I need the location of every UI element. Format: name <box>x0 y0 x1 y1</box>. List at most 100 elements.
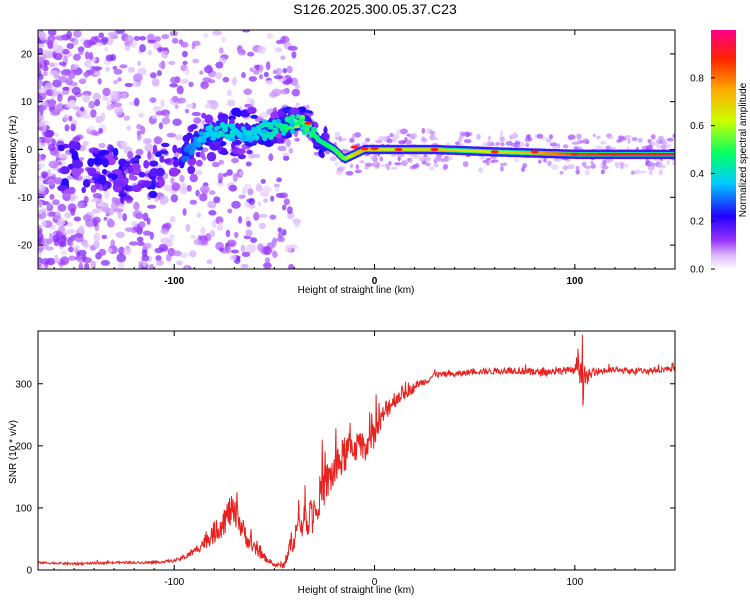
spectrogram-cell <box>431 137 439 141</box>
spectrogram-cell <box>262 136 268 142</box>
spectrogram-cell <box>50 110 61 116</box>
spectrogram-cell <box>575 169 580 175</box>
spectrogram-cell <box>98 142 106 149</box>
spectrogram-cell <box>425 162 431 167</box>
spectrogram-cell <box>92 157 103 165</box>
spectrogram-cell <box>617 135 625 140</box>
spectrogram-cell <box>525 142 530 148</box>
spectrogram-cell <box>280 55 286 60</box>
spectrogram-cell <box>58 61 67 66</box>
spectrogram-cell <box>485 160 490 166</box>
spectrogram-cell <box>543 158 547 163</box>
spectrogram-cell <box>191 111 201 117</box>
spectrogram-cell <box>460 131 468 136</box>
spectrogram-cell <box>57 153 68 159</box>
spectrogram-cell <box>575 166 580 170</box>
spectrogram-cell <box>180 41 189 48</box>
spectrogram-cell <box>105 66 110 73</box>
spectrogram-cell <box>524 137 532 142</box>
spectrogram-cell <box>155 255 162 262</box>
spectrogram-cell <box>195 189 200 197</box>
spectrogram-cell <box>123 247 132 256</box>
spectrogram-cell <box>170 177 175 184</box>
spectrogram-cell <box>176 85 184 95</box>
spectrogram-cell <box>124 82 134 88</box>
spectrogram-cell <box>282 204 287 211</box>
spectrogram-cell <box>69 149 76 154</box>
snr-frame <box>37 330 676 571</box>
spectrogram-cell <box>138 112 144 118</box>
spectrogram-cell <box>189 173 198 183</box>
spectrogram-cell <box>239 170 244 176</box>
spectrogram-cell <box>147 204 157 209</box>
spectrogram-cell <box>226 100 236 107</box>
spectrogram-cell <box>538 160 542 164</box>
spectrogram-cell <box>246 220 252 228</box>
spectrogram-cell <box>257 46 267 54</box>
spectrogram-y-tick-label: 0 <box>26 145 32 156</box>
spectrogram-cell <box>69 196 75 202</box>
spectrogram-cell <box>248 137 254 143</box>
spectrogram-cell <box>273 75 284 80</box>
spectrogram-cell <box>248 204 256 210</box>
spectrogram-cell <box>64 212 72 219</box>
spectrogram-cell <box>287 206 293 215</box>
spectrogram-x-tick-label: -100 <box>164 276 184 287</box>
spectrogram-cell <box>174 134 183 141</box>
spectrogram-cell <box>88 100 96 109</box>
spectrogram-cell <box>133 97 140 107</box>
spectrogram-ridge-cell <box>222 126 229 133</box>
spectrogram-cell <box>389 132 394 138</box>
spectrogram-cell <box>263 71 269 78</box>
spectrogram-cell <box>54 254 59 263</box>
spectrogram-cell <box>184 108 190 114</box>
spectrogram-cell <box>261 128 267 134</box>
spectrogram-cell <box>217 172 224 181</box>
spectrogram-cell <box>186 132 193 139</box>
spectrogram-cell <box>582 138 588 143</box>
spectrogram-cell <box>391 133 400 140</box>
spectrogram-cell <box>168 167 180 177</box>
spectrogram-cell <box>136 212 144 220</box>
spectrogram-cell <box>380 163 385 168</box>
spectrogram-cell <box>243 88 253 95</box>
spectrogram-cell <box>372 160 378 166</box>
spectrogram-cell <box>609 146 616 150</box>
spectrogram-cell <box>161 34 170 40</box>
spectrogram-cell <box>397 156 401 161</box>
spectrogram-cell <box>133 73 143 82</box>
spectrogram-cell <box>138 171 146 178</box>
spectrogram-cell <box>433 163 439 168</box>
spectrogram-cell <box>270 195 275 202</box>
spectrogram-cell <box>390 166 398 170</box>
spectrogram-cell <box>218 247 224 252</box>
spectrogram-cell <box>246 229 253 237</box>
spectrogram-cell <box>191 43 196 50</box>
spectrogram-cell <box>126 125 132 131</box>
spectrogram-cell <box>571 141 579 145</box>
colorbar-tick-label: 0.6 <box>690 121 704 132</box>
spectrogram-cell <box>131 163 141 171</box>
spectrogram-cell <box>217 113 229 121</box>
spectrogram-cell <box>182 50 188 58</box>
spectrogram-cell <box>43 59 50 66</box>
spectrogram-cell <box>38 261 42 268</box>
spectrogram-cell <box>567 134 576 140</box>
spectrogram-cell <box>605 158 614 163</box>
spectrogram-hotspot <box>651 152 659 156</box>
spectrogram-x-ticks: -100 0 100 <box>53 30 676 287</box>
spectrogram-cell <box>208 124 214 130</box>
spectrogram-cell <box>57 93 63 102</box>
spectrogram-cell <box>247 106 257 115</box>
spectrogram-cell <box>93 71 101 76</box>
spectrogram-hotspot <box>350 145 359 149</box>
spectrogram-cell <box>436 157 442 162</box>
spectrogram-cell <box>94 99 101 107</box>
spectrogram-cell <box>165 240 173 247</box>
spectrogram-cell <box>648 170 653 176</box>
spectrogram-cell <box>38 200 43 207</box>
spectrogram-cell <box>382 136 387 141</box>
spectrogram-cell <box>59 166 70 175</box>
spectrogram-cell <box>97 174 107 185</box>
